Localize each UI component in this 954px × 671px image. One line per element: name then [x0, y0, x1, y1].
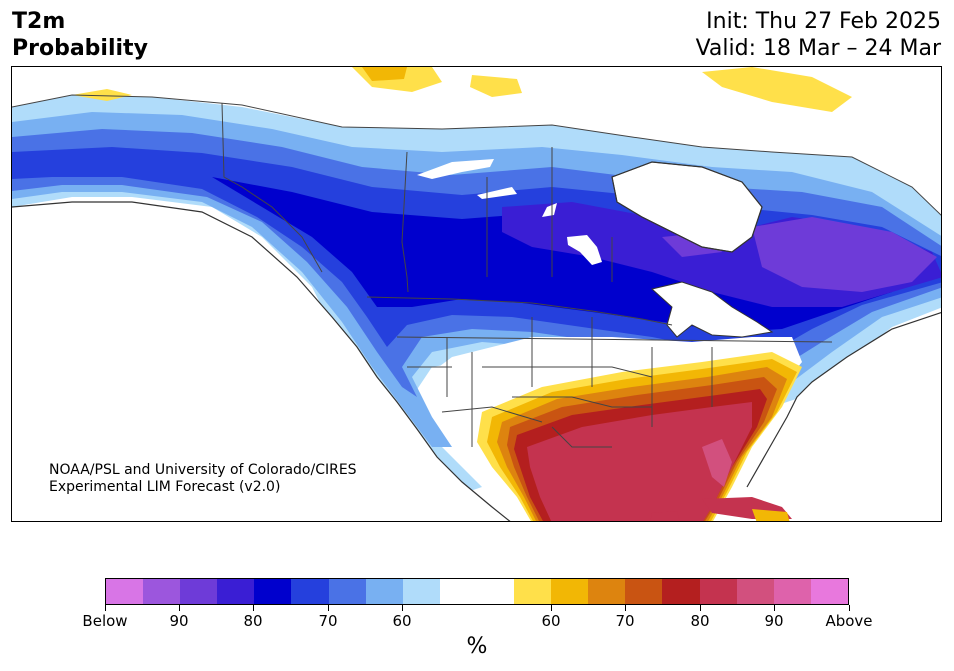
colorbar-swatch	[217, 579, 255, 604]
arctic-yellow-3	[470, 75, 522, 97]
lake-winnipeg	[567, 235, 602, 265]
political-borders	[12, 94, 941, 448]
colorbar-swatch	[625, 579, 663, 604]
pacific-ocean	[12, 202, 510, 521]
land-purple	[752, 217, 937, 292]
colorbar-tick-mark	[625, 605, 626, 611]
colorbar-swatch	[365, 579, 403, 604]
colorbar-swatch	[773, 579, 811, 604]
lake-athabasca	[542, 203, 557, 217]
map-title: T2m Probability	[12, 8, 148, 62]
colorbar-tick-mark	[179, 605, 180, 611]
colorbar-tick-mark	[402, 605, 403, 611]
colorbar-unit: %	[466, 634, 488, 659]
colorbar-swatch	[588, 579, 626, 604]
forecast-dates: Init: Thu 27 Feb 2025 Valid: 18 Mar – 24…	[696, 8, 941, 62]
title-line-2: Probability	[12, 36, 148, 61]
init-date: Init: Thu 27 Feb 2025	[706, 9, 941, 34]
credit-line-2: Experimental LIM Forecast (v2.0)	[49, 479, 281, 495]
colorbar-swatch	[551, 579, 589, 604]
colorbar-swatch	[106, 579, 144, 604]
colorbar-tick-label: Above	[825, 612, 873, 630]
colorbar-swatch	[180, 579, 218, 604]
colorbar-tick-label: 70	[615, 612, 635, 630]
colorbar-swatch	[514, 579, 552, 604]
colorbar-tick-label: 60	[392, 612, 412, 630]
colorbar-tick-label: 70	[318, 612, 338, 630]
colorbar-tick-label: 80	[690, 612, 710, 630]
map-graphic	[12, 67, 941, 521]
colorbar-swatch	[402, 579, 440, 604]
colorbar-swatch	[439, 579, 477, 604]
arctic-orange-1	[362, 67, 407, 81]
alaska-yellow	[72, 89, 132, 101]
yucatan	[650, 511, 680, 521]
arctic-ocean	[12, 67, 941, 137]
colorbar-swatch	[662, 579, 700, 604]
colorbar-tick-mark	[328, 605, 329, 611]
warm-crimson	[527, 402, 752, 521]
colorbar-swatch	[699, 579, 737, 604]
colorbar-tick-mark	[253, 605, 254, 611]
colorbar-tick-label: 60	[541, 612, 561, 630]
colorbar-swatch	[291, 579, 329, 604]
colorbar-swatch	[810, 579, 848, 604]
arctic-yellow-2	[702, 67, 852, 112]
colorbar-swatch	[328, 579, 366, 604]
colorbar-tick-label: 80	[243, 612, 263, 630]
colorbar-tick-label: 90	[169, 612, 189, 630]
colorbar-tick-label: 90	[764, 612, 784, 630]
map-credit: NOAA/PSL and University of Colorado/CIRE…	[49, 462, 357, 496]
great-bear-lake	[417, 159, 494, 179]
atlantic-ocean	[747, 312, 941, 507]
colorbar-tick-label: Below	[82, 612, 128, 630]
title-line-1: T2m	[12, 9, 66, 34]
colorbar-tick-mark	[551, 605, 552, 611]
colorbar-tick-mark	[774, 605, 775, 611]
caribbean-yellow	[752, 509, 790, 521]
florida-pink	[702, 439, 732, 487]
coastlines	[12, 161, 941, 521]
colorbar-tick-mark	[105, 605, 106, 611]
colorbar-tick-mark	[849, 605, 850, 611]
colorbar-swatch	[476, 579, 515, 604]
colorbar-swatch	[254, 579, 292, 604]
valid-date: Valid: 18 Mar – 24 Mar	[695, 36, 941, 61]
colorbar-swatch	[736, 579, 774, 604]
colorbar-tick-mark	[700, 605, 701, 611]
probability-map: NOAA/PSL and University of Colorado/CIRE…	[11, 66, 942, 522]
colorbar-swatch	[143, 579, 181, 604]
credit-line-1: NOAA/PSL and University of Colorado/CIRE…	[49, 462, 357, 478]
great-lakes	[650, 281, 774, 338]
colorbar	[105, 578, 849, 605]
